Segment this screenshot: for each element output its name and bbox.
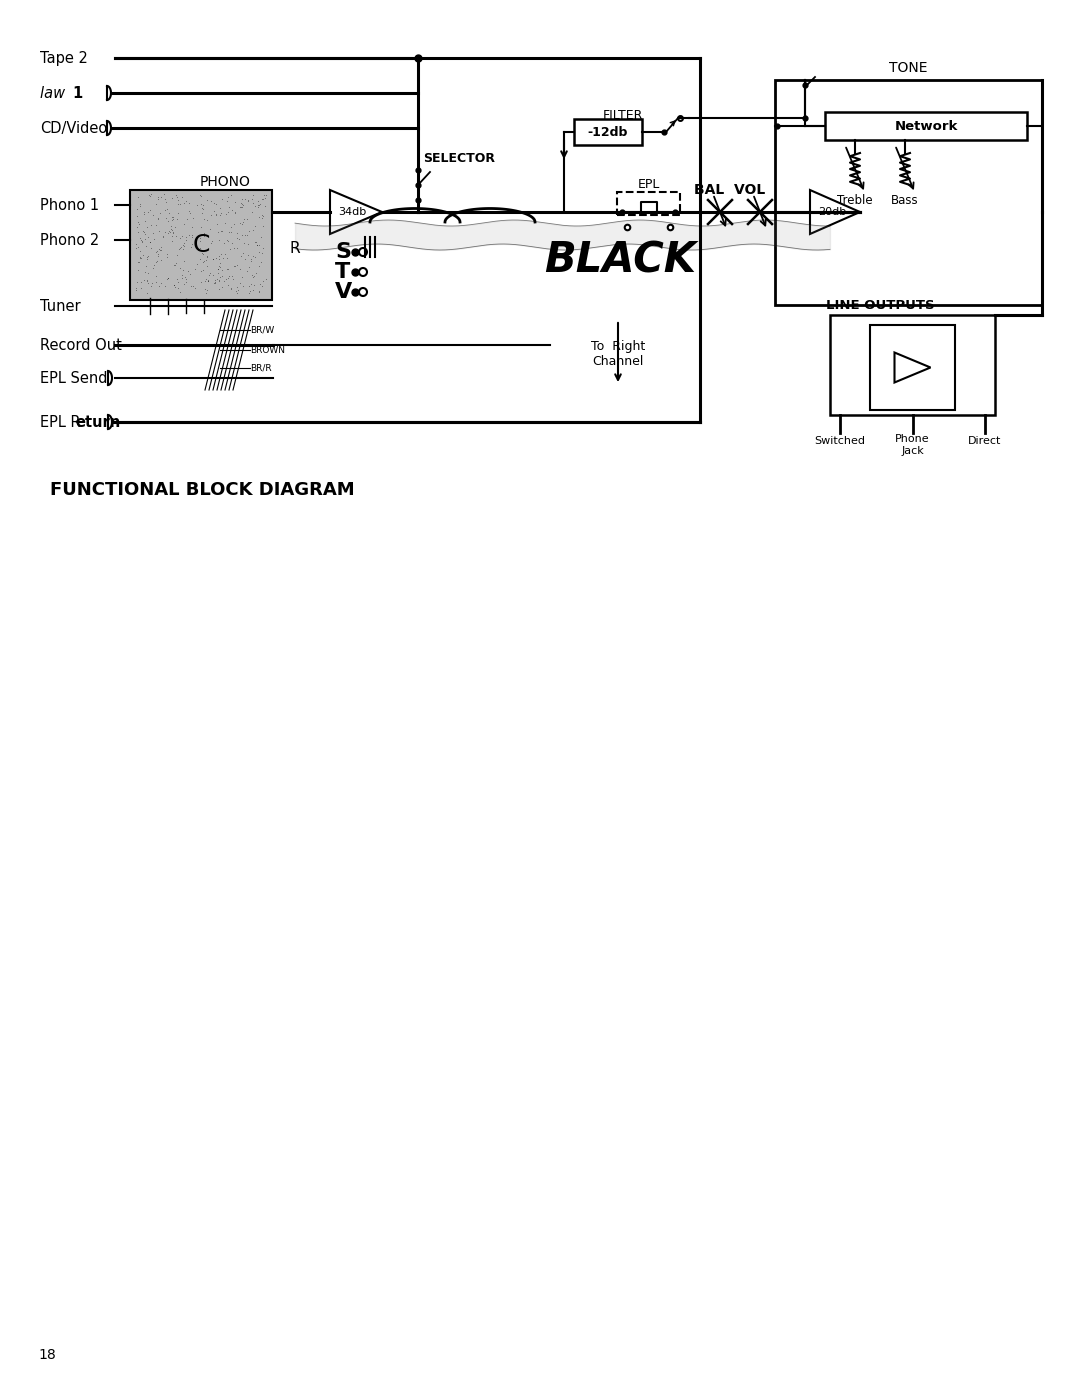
Text: PHONO: PHONO	[200, 175, 251, 189]
Text: Treble: Treble	[837, 193, 873, 207]
Text: T: T	[335, 262, 350, 282]
Text: TONE: TONE	[889, 61, 928, 75]
Bar	[573, 119, 642, 145]
Text: BR/R: BR/R	[249, 363, 272, 373]
Text: BAL  VOL: BAL VOL	[694, 184, 766, 197]
Text: law: law	[40, 86, 75, 101]
Text: Network: Network	[894, 120, 958, 133]
Text: Bass: Bass	[891, 193, 919, 207]
Text: Tuner: Tuner	[40, 298, 81, 313]
Text: SELECTOR: SELECTOR	[423, 152, 495, 164]
Bar	[130, 191, 272, 300]
Text: 18: 18	[38, 1348, 56, 1362]
Text: EPL R: EPL R	[40, 414, 81, 429]
Text: Tape 2: Tape 2	[40, 51, 87, 65]
Bar	[831, 315, 995, 416]
Text: -12db: -12db	[588, 126, 629, 138]
Text: BR/W: BR/W	[249, 326, 274, 334]
Bar	[825, 112, 1027, 139]
Text: CD/Video: CD/Video	[40, 120, 107, 135]
Bar	[870, 325, 955, 410]
Bar	[617, 192, 680, 215]
Text: eturn: eturn	[75, 414, 120, 429]
Text: EPL Send: EPL Send	[40, 370, 108, 385]
Text: C: C	[192, 233, 210, 257]
Text: 20db: 20db	[818, 207, 846, 217]
Text: Record Out: Record Out	[40, 337, 122, 352]
Text: Phono 2: Phono 2	[40, 232, 99, 247]
Text: 34db: 34db	[338, 207, 366, 217]
Text: Phono 1: Phono 1	[40, 197, 99, 213]
Bar	[775, 80, 1042, 305]
Text: Direct: Direct	[969, 436, 1001, 446]
Text: R: R	[289, 240, 300, 255]
Text: FILTER: FILTER	[603, 109, 644, 122]
Text: Switched: Switched	[814, 436, 865, 446]
Text: Phone
Jack: Phone Jack	[895, 434, 930, 456]
Text: BROWN: BROWN	[249, 345, 285, 355]
Text: EPL: EPL	[637, 178, 660, 191]
Text: BLACK: BLACK	[544, 239, 696, 280]
Text: To  Right
Channel: To Right Channel	[591, 340, 645, 367]
Text: LINE OUTPUTS: LINE OUTPUTS	[826, 298, 934, 312]
Text: 1: 1	[72, 86, 82, 101]
Text: S: S	[335, 242, 351, 262]
Text: V: V	[335, 282, 352, 302]
Text: FUNCTIONAL BLOCK DIAGRAM: FUNCTIONAL BLOCK DIAGRAM	[50, 481, 354, 499]
